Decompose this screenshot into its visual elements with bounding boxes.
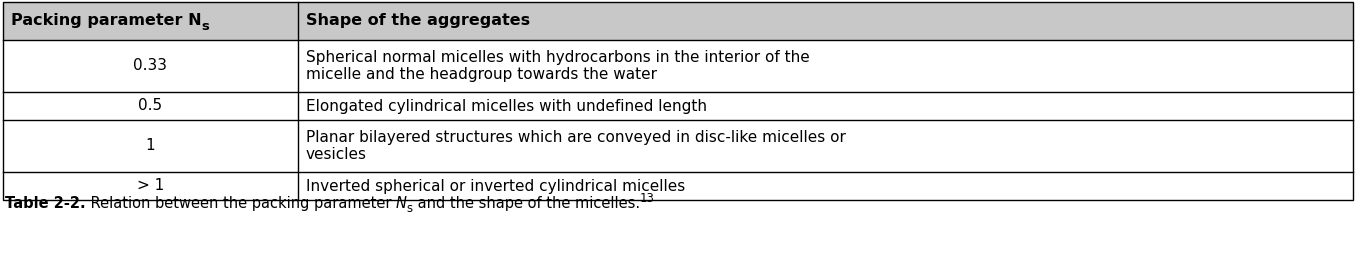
Bar [3, 40, 1353, 92]
Text: > 1: > 1 [137, 178, 164, 193]
Text: Planar bilayered structures which are conveyed in disc-like micelles or: Planar bilayered structures which are co… [306, 130, 846, 145]
Bar [3, 2, 1353, 200]
Text: Elongated cylindrical micelles with undefined length: Elongated cylindrical micelles with unde… [306, 98, 706, 113]
Text: 13: 13 [640, 192, 655, 205]
Bar [3, 92, 1353, 120]
Text: N: N [396, 196, 407, 211]
Bar [3, 172, 1353, 200]
Text: Shape of the aggregates: Shape of the aggregates [306, 14, 530, 29]
Text: Inverted spherical or inverted cylindrical micelles: Inverted spherical or inverted cylindric… [306, 178, 685, 193]
Text: 1: 1 [145, 138, 156, 153]
Text: micelle and the headgroup towards the water: micelle and the headgroup towards the wa… [306, 67, 658, 82]
Text: and the shape of the micelles.: and the shape of the micelles. [412, 196, 640, 211]
Text: 0.33: 0.33 [133, 58, 168, 73]
Text: 0.5: 0.5 [138, 98, 163, 113]
Text: s: s [202, 19, 209, 33]
Text: s: s [407, 202, 412, 215]
Text: Spherical normal micelles with hydrocarbons in the interior of the: Spherical normal micelles with hydrocarb… [306, 50, 810, 65]
Bar [3, 2, 1353, 40]
Text: Relation between the packing parameter: Relation between the packing parameter [85, 196, 396, 211]
Text: Packing parameter N: Packing parameter N [11, 14, 202, 29]
Text: Table 2-2.: Table 2-2. [5, 196, 85, 211]
Text: vesicles: vesicles [306, 147, 367, 162]
Bar [3, 120, 1353, 172]
